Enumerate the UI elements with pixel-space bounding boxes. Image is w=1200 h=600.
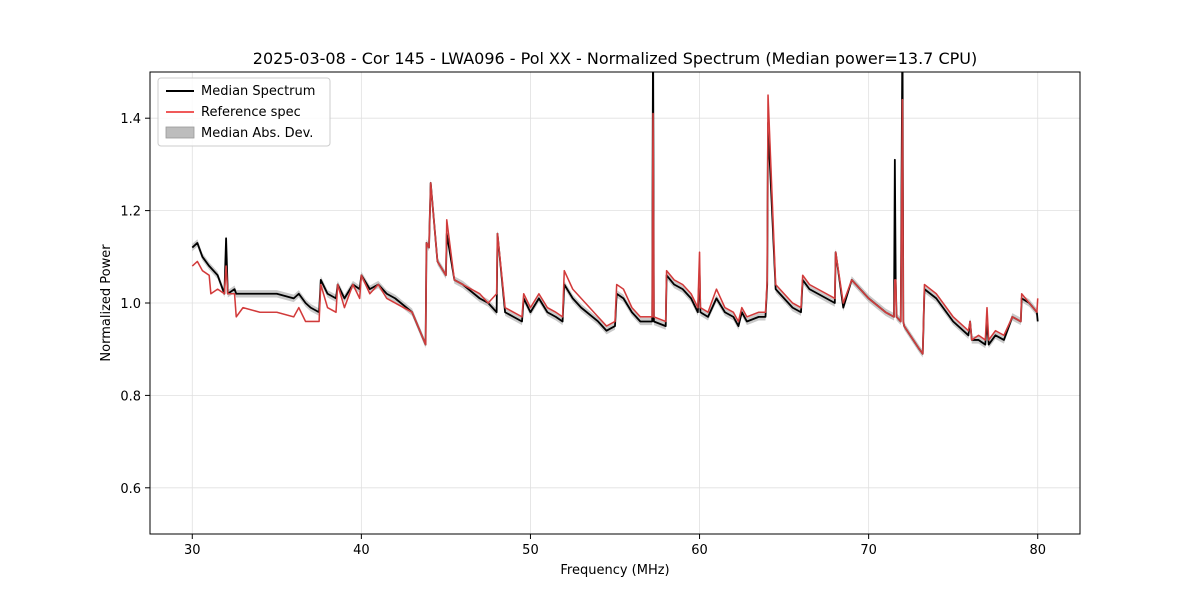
series-layer [191, 72, 1039, 355]
x-tick-label: 80 [1029, 543, 1046, 558]
legend-swatch-mad [165, 126, 195, 139]
legend: Median Spectrum Reference spec Median Ab… [157, 77, 331, 147]
y-tick-label: 1.4 [120, 112, 141, 127]
y-tick-label: 1.0 [120, 297, 141, 312]
y-tick-label: 0.8 [120, 389, 141, 404]
x-tick-label: 50 [522, 543, 539, 558]
x-tick-label: 60 [691, 543, 708, 558]
legend-label-reference: Reference spec [201, 105, 301, 120]
x-tick-label: 70 [860, 543, 877, 558]
legend-box [157, 77, 331, 147]
y-axis-label: Normalized Power [99, 244, 114, 362]
legend-label-median: Median Spectrum [201, 84, 315, 99]
x-axis-label: Frequency (MHz) [560, 563, 669, 578]
overlap-line [191, 94, 1039, 355]
x-tick-label: 30 [184, 543, 201, 558]
tick-layer: 30 40 50 60 70 80 0.6 0.8 1.0 1.2 1.4 [120, 112, 1046, 558]
reference-spectrum-line [191, 94, 1039, 355]
x-tick-label: 40 [353, 543, 370, 558]
legend-label-mad: Median Abs. Dev. [201, 126, 313, 141]
chart-title: 2025-03-08 - Cor 145 - LWA096 - Pol XX -… [253, 49, 977, 68]
y-tick-label: 0.6 [120, 482, 141, 497]
y-tick-label: 1.2 [120, 205, 141, 220]
